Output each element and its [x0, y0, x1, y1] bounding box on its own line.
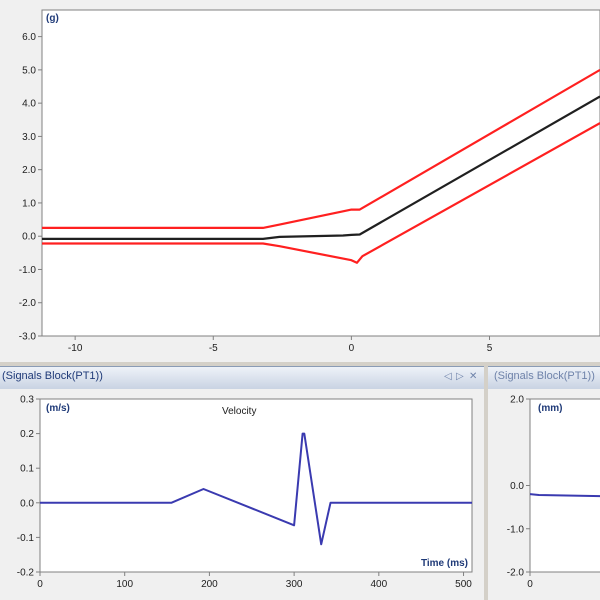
disp-x-tick-label: 0 [527, 579, 533, 590]
tab-prev-icon[interactable]: ◁ [444, 371, 452, 382]
acceleration-plot-area [41, 9, 600, 337]
signals-block-tab-bar: (Signals Block(PT1)) ◁ ▷ ✕ [0, 366, 484, 390]
disp-y-tick-label: -1.0 [507, 524, 525, 535]
displacement-panel: (mm) 2.0 0.0 -1.0 -2.0 0 [488, 389, 600, 600]
vel-x-tick-label: 400 [370, 579, 387, 590]
velocity-x-axis-label: Time (ms) [421, 558, 468, 569]
velocity-chart: (m/s) Velocity Time (ms) 0.3 0.2 0.1 0.0 -0.… [17, 395, 473, 590]
vel-x-tick-label: 100 [116, 579, 133, 590]
top-y-tick-label: -2.0 [19, 298, 37, 309]
top-y-tick-label: 5.0 [22, 65, 36, 76]
vel-y-tick-label: 0.2 [20, 429, 34, 440]
top-y-tick-label: 1.0 [22, 198, 36, 209]
top-y-tick-label: 2.0 [22, 165, 36, 176]
top-y-tick-label: 0.0 [22, 232, 36, 243]
vel-y-tick-label: -0.1 [17, 533, 35, 544]
top-x-tick-label: -5 [209, 343, 218, 354]
vel-y-tick-label: 0.3 [20, 395, 34, 406]
vel-series-line-1 [40, 432, 472, 546]
top-series-line-1 [42, 68, 600, 229]
vel-y-tick-label: -0.2 [17, 568, 35, 579]
disp-y-tick-label: 0.0 [510, 481, 524, 492]
disp-y-tick-label: -2.0 [507, 568, 525, 579]
velocity-panel: (m/s) Velocity Time (ms) 0.3 0.2 0.1 0.0 -0.… [0, 389, 484, 600]
top-x-tick-label: 5 [487, 343, 493, 354]
velocity-unit-label: (m/s) [46, 403, 70, 414]
top-y-tick-label: -3.0 [19, 332, 37, 343]
tab-close-icon[interactable]: ✕ [469, 371, 478, 382]
top-y-tick-label: 4.0 [22, 99, 36, 110]
disp-series-line-1 [530, 493, 600, 498]
vel-y-tick-label: 0.0 [20, 498, 34, 509]
top-y-tick-label: -1.0 [19, 265, 37, 276]
top-x-tick-label: 0 [349, 343, 355, 354]
velocity-title: Velocity [222, 406, 256, 417]
vel-x-tick-label: 0 [37, 579, 43, 590]
velocity-plot-area [39, 398, 473, 573]
top-series-line-2 [42, 95, 600, 240]
displacement-unit-label: (mm) [538, 403, 562, 414]
top-y-tick-label: 3.0 [22, 132, 36, 143]
acceleration-chart: (g) 6.0 5.0 4.0 3.0 2.0 1.0 0.0 -1.0 -2.0 -3.0 -1… [19, 9, 600, 354]
disp-y-tick-label: 2.0 [510, 395, 524, 406]
vel-x-tick-label: 300 [286, 579, 303, 590]
acceleration-unit-label: (g) [46, 13, 59, 24]
displacement-plot-area [529, 398, 600, 573]
signals-block-tab-bar-right: (Signals Block(PT1)) [488, 366, 600, 390]
tab-signals-block-left[interactable]: (Signals Block(PT1)) [2, 370, 103, 382]
tab-next-icon[interactable]: ▷ [456, 371, 464, 382]
vel-x-tick-label: 500 [455, 579, 472, 590]
acceleration-panel: (g) 6.0 5.0 4.0 3.0 2.0 1.0 0.0 -1.0 -2.0 -3.0 -1… [0, 0, 600, 362]
top-y-tick-label: 6.0 [22, 32, 36, 43]
top-series-line-3 [42, 122, 600, 264]
top-x-tick-label: -10 [68, 343, 83, 354]
displacement-chart: (mm) 2.0 0.0 -1.0 -2.0 0 [507, 395, 600, 590]
vel-x-tick-label: 200 [201, 579, 218, 590]
tab-signals-block-right[interactable]: (Signals Block(PT1)) [494, 370, 595, 382]
vel-y-tick-label: 0.1 [20, 464, 34, 475]
